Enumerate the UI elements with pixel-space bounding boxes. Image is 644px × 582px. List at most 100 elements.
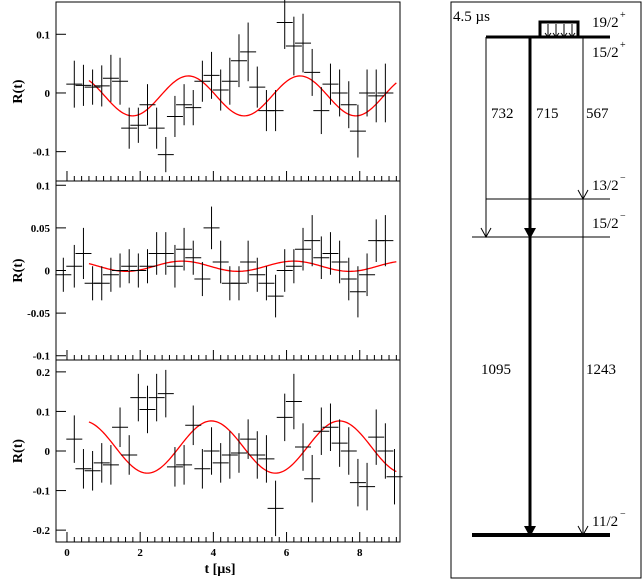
data-point [93,443,110,483]
transition-567: 567 [577,37,609,201]
data-point [84,451,101,491]
data-point [93,266,110,301]
data-point [102,257,119,292]
transition-energy: 567 [586,106,609,122]
data-point [359,462,376,511]
data-point [359,69,376,117]
x-tick-label: 8 [357,547,363,559]
data-point [295,13,312,73]
data-point [368,69,385,123]
data-point [176,445,193,485]
data-point [185,240,202,275]
level-15-2-plus: 15/2 + [486,35,626,61]
data-point [185,90,202,126]
data-point [102,54,119,102]
fit-curve [88,420,397,474]
panel-middle: -0.1 -0.05 0 0.05 0.1 R(t) [11,180,401,363]
y-tick-label: 0.1 [36,180,50,192]
data-point [221,57,238,105]
data-point [249,431,266,479]
x-tick-label: 0 [64,547,70,559]
data-point [157,136,174,173]
y-tick-label: 0 [45,446,51,458]
y-tick-label: -0.05 [27,308,50,320]
data-point [295,423,312,471]
data-point [276,249,293,292]
panel-top: -0.1 0 0.1 R(t) [11,0,401,182]
data-point [93,65,110,107]
data-point [194,449,211,489]
level-spin: 19/2 [592,15,619,31]
data-point [130,373,147,422]
data-point [230,34,247,88]
data-point [230,433,247,473]
data-point [112,407,129,448]
level-parity: − [620,173,626,184]
data-point [285,373,302,430]
x-tick-label: 2 [137,547,143,559]
level-parity: − [620,509,626,520]
level-13-2-minus: 13/2 − [486,173,626,200]
level-scheme: 4.5 µs 19/2 + 15/2 + 13/2 − 15/2 − 11/2 … [450,1,642,579]
data-point [368,409,385,465]
data-point [304,48,321,96]
data-point [121,249,138,284]
y-axis-title: R(t) [11,439,26,463]
data-point [212,240,229,284]
y-tick-label: 0.1 [36,406,50,418]
fit-curve [88,260,397,273]
data-point [194,60,211,102]
data-point [121,107,138,149]
isomer-small-arrows [544,24,576,38]
data-point [102,445,119,485]
data-point [84,69,101,105]
data-point [139,385,156,434]
data-point [240,240,257,284]
data-point [349,458,366,507]
data-point [112,253,129,288]
data-point [331,240,348,284]
y-axis-title: R(t) [11,258,26,282]
level-spin: 15/2 [592,216,619,232]
x-tick-label: 6 [284,547,290,559]
data-point [130,107,147,143]
level-spin: 13/2 [592,178,619,194]
level-parity: + [620,10,626,21]
data-point [359,253,376,297]
y-tick-label: -0.1 [33,147,50,159]
correlation-panels: -0.100.1R(t)-0.1-0.0500.050.1R(t)-0.2-0.… [11,0,403,559]
data-point [139,84,156,126]
data-point [267,480,284,537]
level-11-2-minus: 11/2 − [472,509,626,537]
data-point [166,244,183,288]
transition-energy: 1243 [586,362,616,378]
data-point [340,81,357,129]
transition-715: 715 [524,37,559,239]
level-spin: 15/2 [592,45,619,61]
data-point [75,449,92,489]
data-point [157,369,174,418]
data-point [240,22,257,82]
data-point [221,431,238,479]
data-point [377,215,394,267]
y-tick-label: 0.1 [36,29,50,41]
data-point [230,266,247,301]
data-point [267,90,284,132]
data-point [295,227,312,271]
y-tick-label: 0 [45,88,51,100]
level-parity: − [620,211,626,222]
data-point [166,95,183,137]
data-point [66,60,83,108]
data-point [112,57,129,105]
data-point [285,249,302,284]
level-15-2-minus: 15/2 − [472,211,626,238]
y-tick-label: -0.1 [33,486,50,498]
y-tick-label: -0.1 [33,351,50,363]
data-point [203,51,220,99]
transition-1095: 1095 [481,237,536,537]
level-parity: + [620,40,626,51]
fit-curve [88,75,397,117]
data-point [148,373,165,422]
data-point [157,232,174,275]
data-point [322,403,339,451]
